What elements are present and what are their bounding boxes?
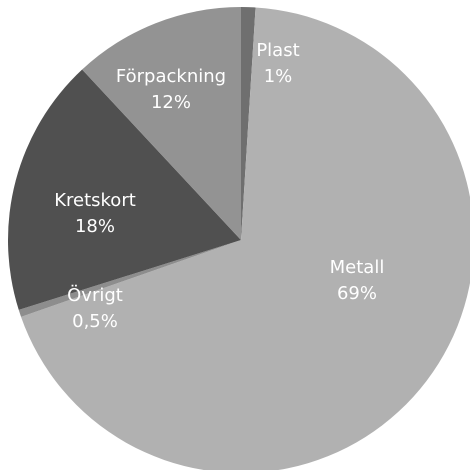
- pie-slice-metall: [21, 7, 470, 470]
- slice-value-metall: 69%: [337, 283, 377, 304]
- slice-label-ovrigt: Övrigt: [67, 284, 123, 306]
- slice-label-kretskort: Kretskort: [54, 190, 136, 211]
- slice-value-plast: 1%: [264, 66, 293, 87]
- pie-slice-ovrigt: [18, 240, 241, 317]
- slice-label-forpackning: Förpackning: [116, 66, 226, 87]
- pie-slices: [8, 6, 470, 470]
- pie-slice-forpackning: [82, 6, 241, 240]
- slice-value-kretskort: 18%: [75, 216, 115, 237]
- pie-labels: Plast 1% Metall 69% Övrigt 0,5% Kretskort 18% Fö…: [54, 40, 384, 332]
- pie-slice-plast: [241, 7, 256, 240]
- slice-label-metall: Metall: [330, 257, 385, 278]
- slice-value-forpackning: 12%: [151, 92, 191, 113]
- slice-value-ovrigt: 0,5%: [72, 311, 118, 332]
- slice-label-plast: Plast: [256, 40, 299, 61]
- pie-slice-kretskort: [8, 69, 242, 310]
